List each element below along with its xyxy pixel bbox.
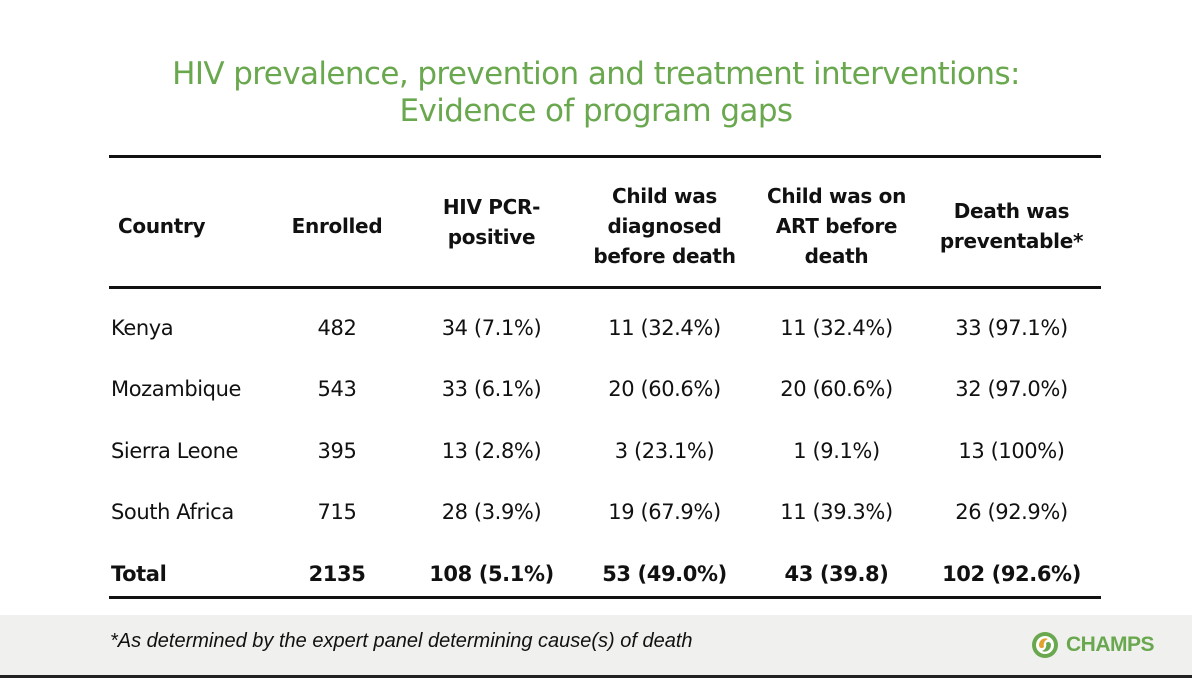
- cell-enrolled: 395: [317, 438, 357, 463]
- cell-diagnosed: 3 (23.1%): [614, 438, 715, 463]
- cell-hiv-pcr-positive: 33 (6.1%): [441, 377, 542, 402]
- cell-on-art: 20 (60.6%): [780, 377, 893, 402]
- slide-title-line-2: Evidence of program gaps: [399, 93, 794, 129]
- table-header-rule: [109, 286, 1101, 289]
- cell-diagnosed: 20 (60.6%): [608, 377, 721, 402]
- cell-country: Kenya: [111, 315, 174, 340]
- cell-on-art: 11 (32.4%): [780, 315, 893, 340]
- hiv-data-table: Country Enrolled HIV PCR-positive Child …: [109, 158, 1101, 605]
- cell-total-on-art: 43 (39.8): [784, 561, 889, 586]
- cell-country: Sierra Leone: [111, 438, 239, 463]
- cell-enrolled: 482: [317, 315, 357, 340]
- slide-bottom-edge: [0, 675, 1192, 678]
- cell-enrolled: 543: [317, 377, 357, 402]
- table-total-row: Total 2135 108 (5.1%) 53 (49.0%) 43 (39.…: [109, 543, 1101, 605]
- header-on-art-before-death: Child was on ART before death: [766, 184, 907, 268]
- champs-logo-text: CHAMPS: [1066, 633, 1155, 656]
- cell-total-label: Total: [111, 561, 167, 586]
- champs-logo: CHAMPS: [1030, 630, 1155, 660]
- table-row: Kenya 482 34 (7.1%) 11 (32.4%) 11 (32.4%…: [109, 294, 1101, 359]
- cell-on-art: 11 (39.3%): [780, 500, 893, 525]
- cell-total-diagnosed: 53 (49.0%): [602, 561, 727, 586]
- cell-diagnosed: 19 (67.9%): [608, 500, 721, 525]
- cell-diagnosed: 11 (32.4%): [608, 315, 721, 340]
- cell-on-art: 1 (9.1%): [793, 438, 880, 463]
- header-diagnosed-before-death: Child was diagnosed before death: [593, 184, 736, 268]
- cell-hiv-pcr-positive: 13 (2.8%): [441, 438, 542, 463]
- cell-total-hiv-pcr-positive: 108 (5.1%): [429, 561, 554, 586]
- cell-preventable: 26 (92.9%): [955, 500, 1068, 525]
- cell-total-preventable: 102 (92.6%): [942, 561, 1081, 586]
- cell-country: Mozambique: [111, 377, 242, 402]
- footnote: *As determined by the expert panel deter…: [110, 630, 693, 652]
- footer-band: [0, 615, 1192, 675]
- table-row: South Africa 715 28 (3.9%) 19 (67.9%) 11…: [109, 482, 1101, 544]
- cell-hiv-pcr-positive: 28 (3.9%): [441, 500, 542, 525]
- cell-hiv-pcr-positive: 34 (7.1%): [441, 315, 542, 340]
- slide-title: HIV prevalence, prevention and treatment…: [0, 56, 1192, 130]
- slide-title-line-1: HIV prevalence, prevention and treatment…: [172, 56, 1020, 92]
- cell-preventable: 13 (100%): [958, 438, 1065, 463]
- header-death-preventable: Death was preventable*: [939, 199, 1084, 253]
- cell-preventable: 33 (97.1%): [955, 315, 1068, 340]
- cell-enrolled: 715: [317, 500, 357, 525]
- header-hiv-pcr-positive: HIV PCR-positive: [442, 195, 541, 249]
- table-header-row: Country Enrolled HIV PCR-positive Child …: [109, 158, 1101, 294]
- header-country: Country: [118, 214, 206, 238]
- table-top-rule: [109, 155, 1101, 158]
- header-enrolled: Enrolled: [291, 214, 383, 238]
- table-bottom-rule: [109, 596, 1101, 599]
- table-row: Mozambique 543 33 (6.1%) 20 (60.6%) 20 (…: [109, 359, 1101, 421]
- cell-total-enrolled: 2135: [308, 561, 366, 586]
- champs-logo-icon: [1032, 632, 1058, 658]
- cell-preventable: 32 (97.0%): [955, 377, 1068, 402]
- table-row: Sierra Leone 395 13 (2.8%) 3 (23.1%) 1 (…: [109, 420, 1101, 482]
- cell-country: South Africa: [111, 500, 234, 525]
